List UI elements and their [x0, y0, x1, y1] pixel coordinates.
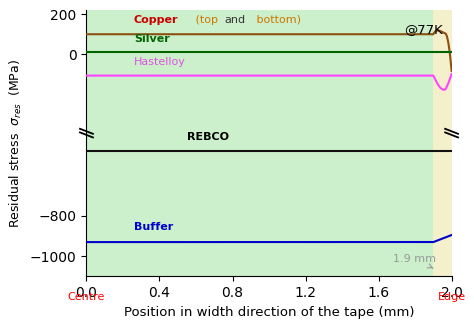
- Bar: [86, 10, 433, 276]
- Text: @77K: @77K: [404, 23, 442, 36]
- Text: and: and: [224, 14, 246, 25]
- Text: Hastelloy: Hastelloy: [134, 57, 186, 67]
- Text: 1.9 mm: 1.9 mm: [393, 254, 436, 268]
- Text: (top: (top: [192, 14, 222, 25]
- Text: Silver: Silver: [134, 34, 170, 44]
- Text: Copper: Copper: [134, 14, 178, 25]
- Text: REBCO: REBCO: [187, 131, 229, 142]
- Bar: [433, 10, 452, 276]
- X-axis label: Position in width direction of the tape (mm): Position in width direction of the tape …: [124, 306, 414, 319]
- Text: bottom): bottom): [253, 14, 301, 25]
- Text: Centre: Centre: [68, 292, 105, 301]
- Text: Edge: Edge: [438, 292, 465, 301]
- Y-axis label: Residual stress  $\sigma_{res}$  (MPa): Residual stress $\sigma_{res}$ (MPa): [9, 59, 25, 228]
- Text: Buffer: Buffer: [134, 222, 173, 232]
